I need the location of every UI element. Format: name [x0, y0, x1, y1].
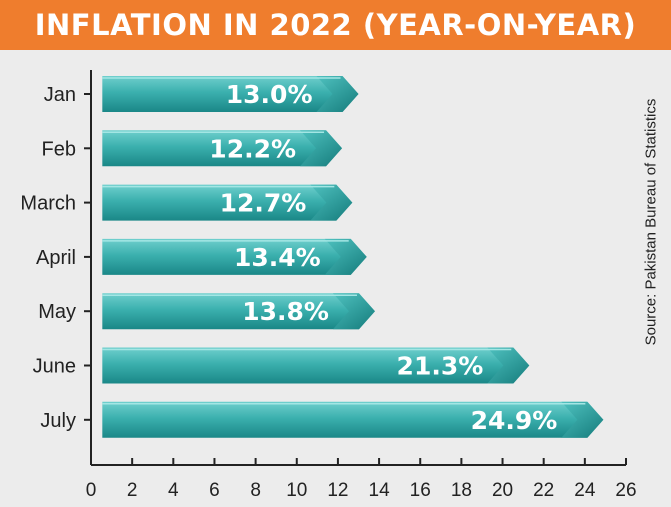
bar-group: 21.3% [102, 347, 530, 384]
bar-group: 13.8% [102, 293, 375, 330]
x-tick-label: 20 [492, 480, 513, 501]
bar-value-label: 12.2% [209, 134, 296, 163]
x-tick-label: 8 [250, 480, 261, 501]
category-label: Jan [44, 84, 76, 106]
bar-value-label: 13.0% [226, 80, 313, 109]
category-label: July [40, 410, 76, 432]
bar-value-label: 21.3% [397, 352, 484, 381]
bar-value-label: 12.7% [220, 189, 307, 218]
bar [102, 347, 530, 384]
x-tick-label: 10 [286, 480, 307, 501]
bar-group: 12.2% [102, 130, 343, 167]
bar-value-label: 24.9% [471, 406, 558, 435]
x-tick-label: 2 [127, 480, 138, 501]
category-label: March [20, 193, 76, 215]
bar-group: 24.9% [102, 401, 604, 438]
x-tick-label: 12 [327, 480, 348, 501]
category-label: May [38, 301, 76, 323]
x-tick-label: 14 [369, 480, 391, 501]
category-label: June [33, 356, 76, 378]
x-tick-label: 6 [209, 480, 220, 501]
x-tick-label: 0 [86, 480, 97, 501]
bar-group: 13.0% [102, 76, 359, 112]
x-tick-label: 22 [533, 480, 554, 501]
bar [102, 184, 353, 221]
category-label: April [36, 247, 76, 269]
bar-value-label: 13.4% [234, 243, 321, 272]
bar [102, 238, 367, 275]
bar [102, 401, 604, 438]
bar-tip [332, 293, 375, 330]
bar-tip [324, 238, 367, 275]
x-tick-label: 26 [615, 480, 636, 501]
bar-tip [316, 76, 359, 112]
x-tick-label: 24 [574, 480, 596, 501]
bar-tip [561, 401, 604, 438]
source-note: Source: Pakistan Bureau of Statistics [642, 98, 660, 346]
bar [102, 130, 343, 167]
bar-tip [310, 184, 353, 221]
bar-group: 13.4% [102, 238, 367, 275]
bar [102, 76, 359, 112]
x-tick-label: 4 [168, 480, 179, 501]
bar [102, 293, 375, 330]
bar-group: 12.7% [102, 184, 353, 221]
bar-value-label: 13.8% [242, 297, 329, 326]
x-tick-label: 16 [410, 480, 431, 501]
chart-title: INFLATION IN 2022 (YEAR-ON-YEAR) [34, 8, 637, 42]
bar-tip [487, 347, 530, 384]
bar-tip [300, 130, 343, 167]
x-tick-label: 18 [451, 480, 472, 501]
title-banner: INFLATION IN 2022 (YEAR-ON-YEAR) [0, 0, 671, 50]
category-label: Feb [42, 138, 76, 160]
bars-layer: 13.0% 12.2% 12.7% 13.4% 13.8% 21.3% 24.9% [102, 76, 604, 438]
